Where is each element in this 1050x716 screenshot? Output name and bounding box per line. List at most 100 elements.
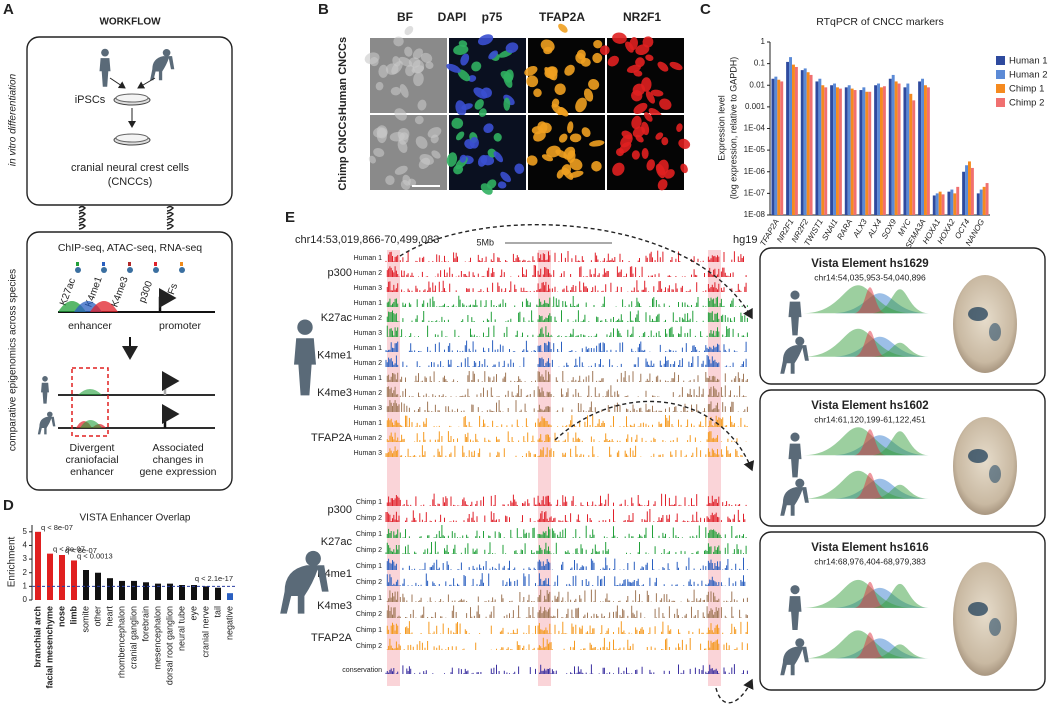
bar (818, 78, 822, 215)
bar (982, 186, 986, 215)
cell (546, 145, 561, 158)
cell (633, 102, 648, 115)
bar (215, 587, 221, 600)
x-tick-label: cranial ganglion (128, 606, 138, 669)
vista-title: Vista Element hs1602 (811, 400, 928, 412)
region: chr14:53,019,866-70,499,083 (295, 234, 439, 246)
x-tick-label: heart (104, 606, 114, 627)
y-tick-label: 1E-05 (744, 145, 766, 154)
icon-part (47, 411, 53, 418)
bar (780, 81, 784, 216)
bar (179, 585, 185, 600)
cell (593, 39, 603, 49)
cell (402, 174, 411, 186)
cell (612, 162, 625, 176)
signal-track (386, 573, 746, 586)
cell (526, 155, 538, 166)
cell (591, 161, 602, 172)
cell (646, 159, 655, 171)
cell (588, 78, 600, 90)
bar (771, 78, 775, 215)
replicate-label: Chimp 1 (356, 531, 382, 538)
signal-track (386, 525, 747, 538)
signal-track (386, 400, 748, 412)
annotation: q < 0.0013 (77, 551, 113, 560)
x-tick-label: TFAP2A (758, 218, 781, 248)
bar (897, 83, 901, 215)
embryo (953, 562, 1017, 676)
bar (882, 86, 886, 215)
annotation: q < 2.1e-17 (195, 574, 233, 583)
bar (859, 90, 863, 215)
icon-part (150, 56, 175, 81)
panel-letter: B (318, 1, 329, 18)
cell (378, 64, 389, 78)
cell (417, 99, 427, 111)
human-icon (294, 319, 316, 396)
panel-letter: C (700, 1, 711, 18)
legend-swatch (996, 56, 1005, 65)
legend-label: Chimp 2 (1009, 98, 1044, 109)
cell (635, 57, 645, 68)
cell (514, 163, 525, 174)
cell (635, 44, 650, 56)
icon-part (41, 382, 49, 404)
icon-part (99, 58, 111, 87)
nucleosome (179, 267, 185, 273)
cell (678, 138, 691, 149)
icon-part (788, 301, 802, 336)
cell (526, 75, 539, 88)
cell (631, 90, 643, 102)
y-tick-label: 1E-04 (744, 124, 766, 133)
replicate-label: Human 2 (354, 270, 383, 277)
chain (78, 205, 87, 212)
cell (661, 137, 669, 146)
x-tick-label: mesencephalon (152, 606, 162, 670)
vista-coords: chr14:61,120,199-61,122,451 (814, 414, 926, 424)
cell (446, 63, 461, 73)
cell (500, 171, 511, 183)
embryo-stain (968, 307, 988, 321)
bar (203, 586, 209, 600)
bar (865, 91, 869, 215)
bar (906, 83, 910, 215)
mark-dot (76, 262, 79, 266)
chain (166, 223, 175, 230)
arrow (109, 77, 126, 89)
cell (430, 134, 439, 144)
y-tick-label: 0.1 (754, 59, 766, 68)
nucleosome (101, 267, 107, 273)
bump (854, 429, 886, 456)
bump (854, 330, 886, 357)
y-tick-label: 3 (23, 554, 28, 563)
arrow (715, 678, 754, 704)
cell (524, 65, 538, 76)
bar (35, 531, 41, 600)
cell (631, 150, 640, 160)
bar (965, 165, 968, 215)
y-tick-label: 0.001 (745, 102, 766, 111)
bar (83, 570, 89, 600)
icon-part (37, 416, 56, 435)
arrow (554, 400, 755, 472)
replicate-label: Human 3 (354, 330, 383, 337)
x-tick-label: RARA (835, 218, 854, 242)
assembly: hg19 (733, 234, 757, 246)
bar (968, 161, 971, 215)
replicate-label: Human 2 (354, 315, 383, 322)
signal-track (385, 340, 747, 352)
replicate-label: conservation (342, 667, 382, 674)
y-tick-label: 5 (23, 527, 28, 536)
signal-track (386, 605, 748, 618)
signal-track (386, 557, 748, 570)
replicate-label: Human 2 (354, 360, 383, 367)
bar (891, 74, 895, 215)
replicate-label: Human 3 (354, 285, 383, 292)
label: iPSCs (75, 94, 106, 106)
label: cranial neural crest cells (71, 162, 189, 174)
chimp-icon (780, 336, 809, 374)
bar (880, 87, 883, 215)
cell (657, 179, 668, 191)
cell (575, 97, 587, 113)
panel-letter: E (285, 209, 295, 226)
